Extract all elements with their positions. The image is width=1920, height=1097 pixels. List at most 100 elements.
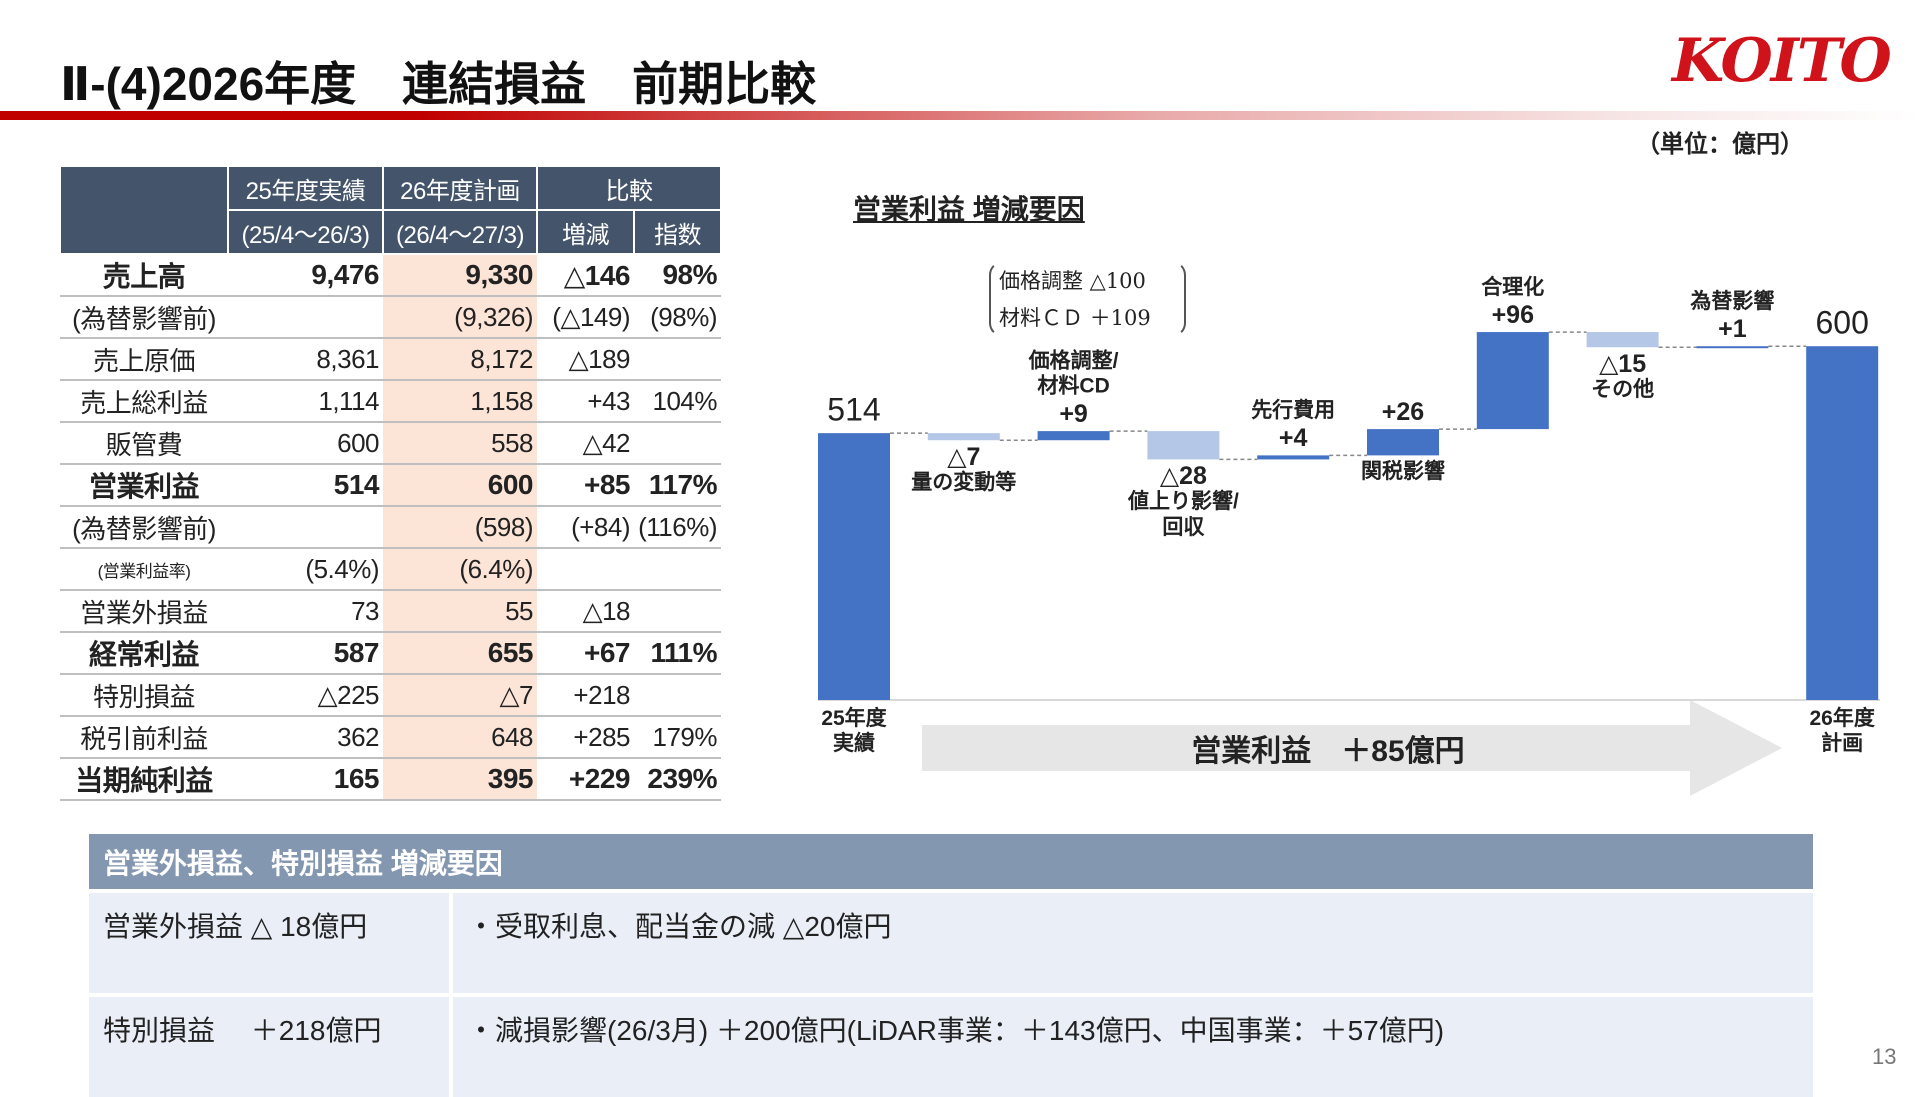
table-cell: +218: [537, 674, 634, 717]
table-cell: [537, 548, 634, 591]
table-row: 経常利益 587 655 +67 111%: [60, 632, 721, 675]
bar: [1147, 431, 1220, 460]
table-cell: 55: [383, 590, 537, 633]
table-cell: 1,114: [228, 380, 383, 423]
page-number: 13: [1872, 1044, 1897, 1069]
table-cell: 655: [383, 632, 537, 675]
table-cell: 8,361: [228, 338, 383, 381]
table-row: 当期純利益 165 395 +229 239%: [60, 758, 721, 801]
table-cell: 179%: [634, 716, 721, 759]
table-row: 売上総利益 1,114 1,158 +43 104%: [60, 380, 721, 423]
table-cell: (△149): [537, 296, 634, 339]
table-cell: (5.4%): [228, 548, 383, 591]
table-cell: 73: [228, 590, 383, 633]
table-cell: 売上総利益: [60, 380, 228, 423]
table-cell: [228, 296, 383, 339]
value-label: 600: [1815, 304, 1869, 341]
value-label: △28: [1159, 462, 1207, 491]
table-cell: △146: [537, 254, 634, 297]
table-cell: 営業外損益 △ 18億円: [89, 889, 453, 995]
table-cell: △42: [537, 422, 634, 465]
category-label: 合理化: [1481, 275, 1545, 299]
arrow-label: 営業利益 ＋85億円: [1191, 735, 1465, 768]
table-cell: [634, 338, 721, 381]
table-cell: +67: [537, 632, 634, 675]
header-cell: (26/4～27/3): [382, 209, 538, 255]
table-cell: 当期純利益: [60, 758, 228, 801]
table-row: (為替影響前) (598) (+84) (116%): [60, 506, 721, 549]
header-cell: 増減: [536, 209, 635, 255]
table-cell: (+84): [537, 506, 634, 549]
table-cell: 特別損益: [60, 674, 228, 717]
table-cell: △189: [537, 338, 634, 381]
category-label: 値上り影響/ 回収: [1127, 490, 1239, 539]
table-cell: (為替影響前): [60, 296, 228, 339]
table-cell: +85: [537, 464, 634, 507]
table-cell: ・減損影響(26/3月) ＋200億円(LiDAR事業：＋143億円、中国事業：…: [451, 993, 1813, 1097]
category-label: 先行費用: [1251, 399, 1336, 423]
table-cell: (9,326): [383, 296, 537, 339]
table-row: 売上高 9,476 9,330 △146 98%: [60, 254, 721, 297]
table-cell: 販管費: [60, 422, 228, 465]
table-cell: (営業利益率): [60, 548, 228, 591]
summary-arrow: [922, 700, 1782, 796]
value-label: △7: [947, 443, 981, 472]
table-cell: △7: [383, 674, 537, 717]
table-cell: △18: [537, 590, 634, 633]
table-cell: 362: [228, 716, 383, 759]
category-label: 25年度 実績: [821, 707, 887, 756]
unit-label: （単位：億円）: [1636, 131, 1804, 158]
table-cell: 117%: [634, 464, 721, 507]
table-row: (為替影響前) (9,326) (△149) (98%): [60, 296, 721, 339]
table-cell: 111%: [634, 632, 721, 675]
category-label: 価格調整/ 材料CD: [1028, 349, 1119, 398]
table-cell: 648: [383, 716, 537, 759]
bar: [1806, 346, 1879, 700]
table-cell: 558: [383, 422, 537, 465]
bar: [1037, 431, 1110, 441]
value-label: +26: [1381, 398, 1425, 427]
category-label: 関税影響: [1361, 460, 1445, 484]
value-label: △15: [1599, 350, 1647, 379]
table-cell: 1,158: [383, 380, 537, 423]
bar: [1476, 332, 1549, 430]
table-cell: +43: [537, 380, 634, 423]
header-cell: 指数: [633, 209, 722, 255]
table-cell: 98%: [634, 254, 721, 297]
bar: [1586, 332, 1659, 348]
table-row: 特別損益 △225 △7 +218: [60, 674, 721, 717]
header-cell: 26年度計画: [382, 165, 538, 211]
bar: [927, 433, 1000, 441]
header-cell: 25年度実績: [227, 165, 384, 211]
value-label: +9: [1059, 400, 1088, 429]
header-row: 営業外損益、特別損益 増減要因: [89, 834, 1813, 891]
table-cell: 8,172: [383, 338, 537, 381]
table-cell: 営業外損益: [60, 590, 228, 633]
header-cell: (25/4～26/3): [227, 209, 384, 255]
table-cell: 514: [228, 464, 383, 507]
table-cell: 104%: [634, 380, 721, 423]
table-cell: 600: [383, 464, 537, 507]
bar: [818, 433, 890, 700]
table-cell: (98%): [634, 296, 721, 339]
bar: [1257, 455, 1330, 460]
header-cell: 営業外損益、特別損益 増減要因: [89, 834, 1813, 891]
table-cell: (為替影響前): [60, 506, 228, 549]
bar: [1696, 346, 1769, 349]
table-cell: 売上原価: [60, 338, 228, 381]
factor-table: 営業外損益、特別損益 増減要因 営業外損益 △ 18億円 ・受取利息、配当金の減 △…: [89, 834, 1813, 1097]
title-rule: [0, 111, 1920, 120]
value-label: +4: [1278, 424, 1308, 453]
table-row: 販管費 600 558 △42: [60, 422, 721, 465]
table-cell: 395: [383, 758, 537, 801]
table-cell: 売上高: [60, 254, 228, 297]
table-cell: [634, 590, 721, 633]
table-cell: 営業利益: [60, 464, 228, 507]
annotation: 価格調整 △100 材料ＣＤ ＋109: [989, 261, 1186, 337]
header-row: 25年度実績 26年度計画 比較: [59, 165, 722, 255]
table-cell: 経常利益: [60, 632, 228, 675]
header-cell: [59, 165, 229, 255]
value-label: +96: [1491, 301, 1535, 330]
table-cell: 9,476: [228, 254, 383, 297]
table-cell: 239%: [634, 758, 721, 801]
